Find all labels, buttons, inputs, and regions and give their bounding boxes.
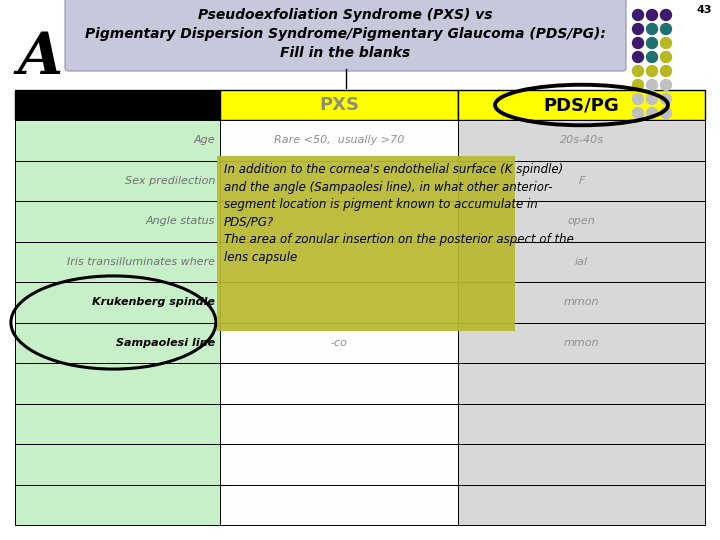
FancyBboxPatch shape [458, 282, 705, 322]
FancyBboxPatch shape [15, 241, 220, 282]
Circle shape [660, 79, 672, 91]
Circle shape [660, 65, 672, 77]
Text: 20s-40s: 20s-40s [559, 135, 603, 145]
Circle shape [660, 10, 672, 21]
FancyBboxPatch shape [15, 444, 220, 484]
FancyBboxPatch shape [220, 322, 458, 363]
Text: Sex predilection: Sex predilection [125, 176, 215, 186]
FancyBboxPatch shape [15, 363, 220, 403]
Circle shape [647, 24, 657, 35]
Circle shape [632, 107, 644, 118]
Circle shape [660, 24, 672, 35]
Text: mmon: mmon [564, 297, 599, 307]
Text: mmon: mmon [564, 338, 599, 348]
Circle shape [647, 93, 657, 105]
Circle shape [660, 93, 672, 105]
FancyBboxPatch shape [15, 201, 220, 241]
FancyBboxPatch shape [220, 282, 458, 322]
Text: Age: Age [194, 135, 215, 145]
FancyBboxPatch shape [15, 282, 220, 322]
FancyBboxPatch shape [220, 444, 458, 484]
FancyBboxPatch shape [15, 403, 220, 444]
Text: Pseudoexfoliation Syndrome (PXS) vs
Pigmentary Dispersion Syndrome/Pigmentary Gl: Pseudoexfoliation Syndrome (PXS) vs Pigm… [85, 8, 606, 60]
Circle shape [632, 93, 644, 105]
Circle shape [660, 37, 672, 49]
Text: F: F [578, 176, 585, 186]
Text: In addition to the cornea's endothelial surface (K spindle)
and the angle (Sampa: In addition to the cornea's endothelial … [224, 164, 574, 264]
Text: -co: -co [330, 338, 348, 348]
FancyBboxPatch shape [220, 241, 458, 282]
Circle shape [632, 79, 644, 91]
Circle shape [647, 37, 657, 49]
Circle shape [660, 51, 672, 63]
Text: Krukenberg spindle: Krukenberg spindle [92, 297, 215, 307]
FancyBboxPatch shape [458, 241, 705, 282]
FancyBboxPatch shape [458, 160, 705, 201]
FancyBboxPatch shape [220, 403, 458, 444]
Circle shape [647, 65, 657, 77]
FancyBboxPatch shape [458, 201, 705, 241]
Circle shape [632, 10, 644, 21]
Circle shape [660, 107, 672, 118]
FancyBboxPatch shape [220, 363, 458, 403]
Circle shape [632, 65, 644, 77]
FancyBboxPatch shape [458, 120, 705, 160]
FancyBboxPatch shape [458, 90, 705, 120]
Circle shape [647, 10, 657, 21]
FancyBboxPatch shape [458, 444, 705, 484]
Text: open: open [567, 216, 595, 226]
Text: Sampaolesi line: Sampaolesi line [116, 338, 215, 348]
FancyBboxPatch shape [15, 160, 220, 201]
Text: PXS: PXS [319, 96, 359, 114]
Text: A: A [18, 30, 63, 86]
Circle shape [647, 79, 657, 91]
FancyBboxPatch shape [220, 120, 458, 160]
Text: 43: 43 [696, 5, 712, 15]
Text: ial: ial [575, 256, 588, 267]
FancyBboxPatch shape [458, 484, 705, 525]
FancyBboxPatch shape [65, 0, 626, 71]
FancyBboxPatch shape [15, 484, 220, 525]
Text: Iris transilluminates where: Iris transilluminates where [67, 256, 215, 267]
FancyBboxPatch shape [458, 322, 705, 363]
Circle shape [632, 24, 644, 35]
FancyBboxPatch shape [458, 403, 705, 444]
FancyBboxPatch shape [220, 201, 458, 241]
Text: Angle status: Angle status [145, 216, 215, 226]
FancyBboxPatch shape [458, 363, 705, 403]
FancyBboxPatch shape [220, 90, 458, 120]
Text: Rare <50,  usually >70: Rare <50, usually >70 [274, 135, 404, 145]
Text: PDS/PG: PDS/PG [544, 96, 619, 114]
Circle shape [647, 51, 657, 63]
Circle shape [647, 107, 657, 118]
Circle shape [632, 51, 644, 63]
FancyBboxPatch shape [15, 120, 220, 160]
FancyBboxPatch shape [15, 90, 220, 120]
FancyBboxPatch shape [220, 484, 458, 525]
FancyBboxPatch shape [217, 157, 515, 330]
Circle shape [632, 37, 644, 49]
FancyBboxPatch shape [220, 160, 458, 201]
FancyBboxPatch shape [15, 322, 220, 363]
